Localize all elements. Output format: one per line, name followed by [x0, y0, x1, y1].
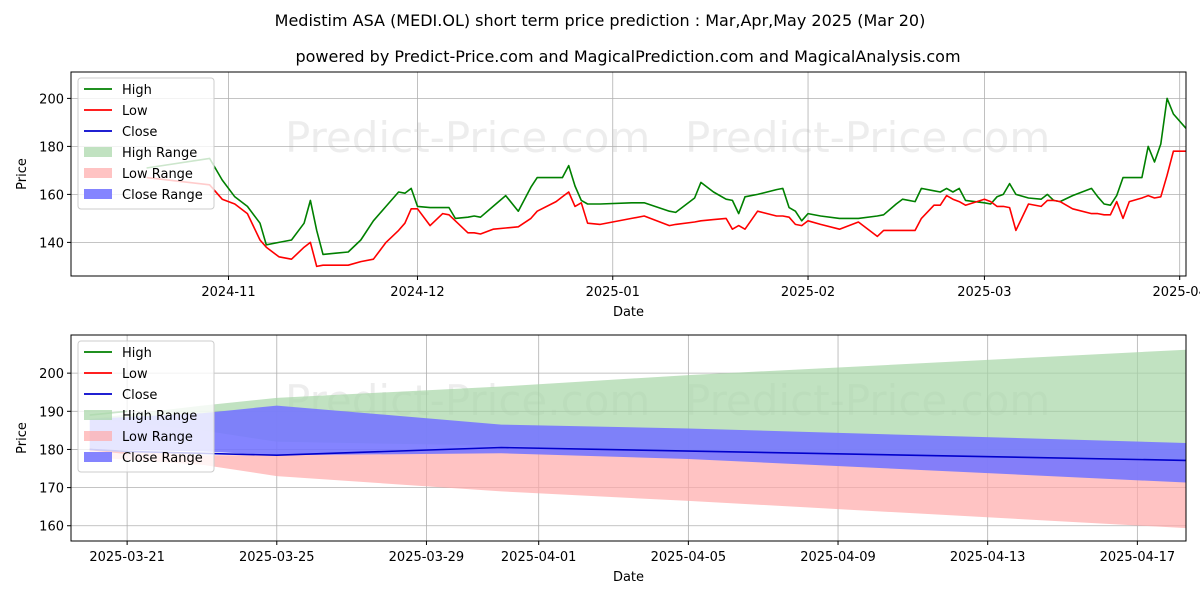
legend-label: Close	[122, 125, 157, 140]
y-tick-label: 200	[39, 367, 64, 382]
high-range-legend-swatch	[84, 410, 112, 420]
low-range-legend-swatch	[84, 431, 112, 441]
legend-label: Low	[122, 104, 148, 119]
legend-label: High Range	[122, 409, 197, 424]
x-tick-label: 2025-03-25	[239, 550, 315, 565]
y-tick-label: 180	[39, 140, 64, 155]
legend-label: High	[122, 83, 152, 98]
bottom-panel: Predict-Price.comPredict-Price.com2025-0…	[15, 334, 1187, 585]
legend-label: Close	[122, 388, 157, 403]
close-range-legend-swatch	[84, 452, 112, 462]
x-tick-label: 2025-04-17	[1100, 550, 1176, 565]
watermark-text: Predict-Price.com	[285, 113, 650, 162]
y-tick-label: 160	[39, 188, 64, 203]
close-range-legend-swatch	[84, 189, 112, 199]
x-tick-label: 2025-04-05	[651, 550, 727, 565]
y-tick-label: 160	[39, 520, 64, 535]
legend-label: Close Range	[122, 451, 203, 466]
legend: High Low Close High Range Low Range Close Ran…	[77, 340, 215, 473]
low-range-legend-swatch	[84, 168, 112, 178]
x-tick-label: 2025-02	[781, 285, 835, 300]
legend-label: Close Range	[122, 188, 203, 203]
y-axis-label: Price	[15, 158, 30, 190]
x-tick-label: 2024-11	[201, 285, 255, 300]
low-series-line	[146, 150, 1186, 268]
x-tick-label: 2025-04-01	[501, 550, 577, 565]
legend-label: Low Range	[122, 430, 193, 445]
x-tick-label: 2024-12	[390, 285, 444, 300]
y-tick-label: 180	[39, 443, 64, 458]
x-tick-label: 2025-04	[1153, 285, 1200, 300]
y-tick-label: 200	[39, 92, 64, 107]
x-axis-label: Date	[613, 305, 644, 320]
x-tick-label: 2025-03-21	[89, 550, 165, 565]
x-tick-label: 2025-01	[586, 285, 640, 300]
high-series-line	[146, 97, 1186, 256]
chart-subtitle: powered by Predict-Price.com and Magical…	[295, 47, 960, 66]
legend-label: High Range	[122, 146, 197, 161]
plot-area	[146, 97, 1186, 268]
y-tick-label: 140	[39, 236, 64, 251]
x-axis-label: Date	[613, 570, 644, 585]
x-tick-label: 2025-04-09	[800, 550, 876, 565]
close-range-band	[89, 405, 1186, 483]
legend: High Low Close High Range Low Range Close Ran…	[77, 77, 215, 210]
legend-label: Low Range	[122, 167, 193, 182]
plot-frame	[70, 71, 1187, 277]
legend-label: Low	[122, 367, 148, 382]
plot-area	[89, 349, 1186, 529]
plot-frame	[70, 334, 1187, 542]
x-tick-label: 2025-03-29	[389, 550, 465, 565]
x-tick-label: 2025-03	[957, 285, 1011, 300]
x-tick-label: 2025-04-13	[950, 550, 1026, 565]
watermark-text: Predict-Price.com	[685, 113, 1050, 162]
y-tick-label: 170	[39, 482, 64, 497]
y-tick-label: 190	[39, 405, 64, 420]
chart-title: Medistim ASA (MEDI.OL) short term price …	[275, 11, 926, 30]
legend-label: High	[122, 346, 152, 361]
high-range-legend-swatch	[84, 147, 112, 157]
top-panel: Predict-Price.com Predict-Price.com 2024-1…	[15, 71, 1200, 320]
y-axis-label: Price	[15, 422, 30, 454]
